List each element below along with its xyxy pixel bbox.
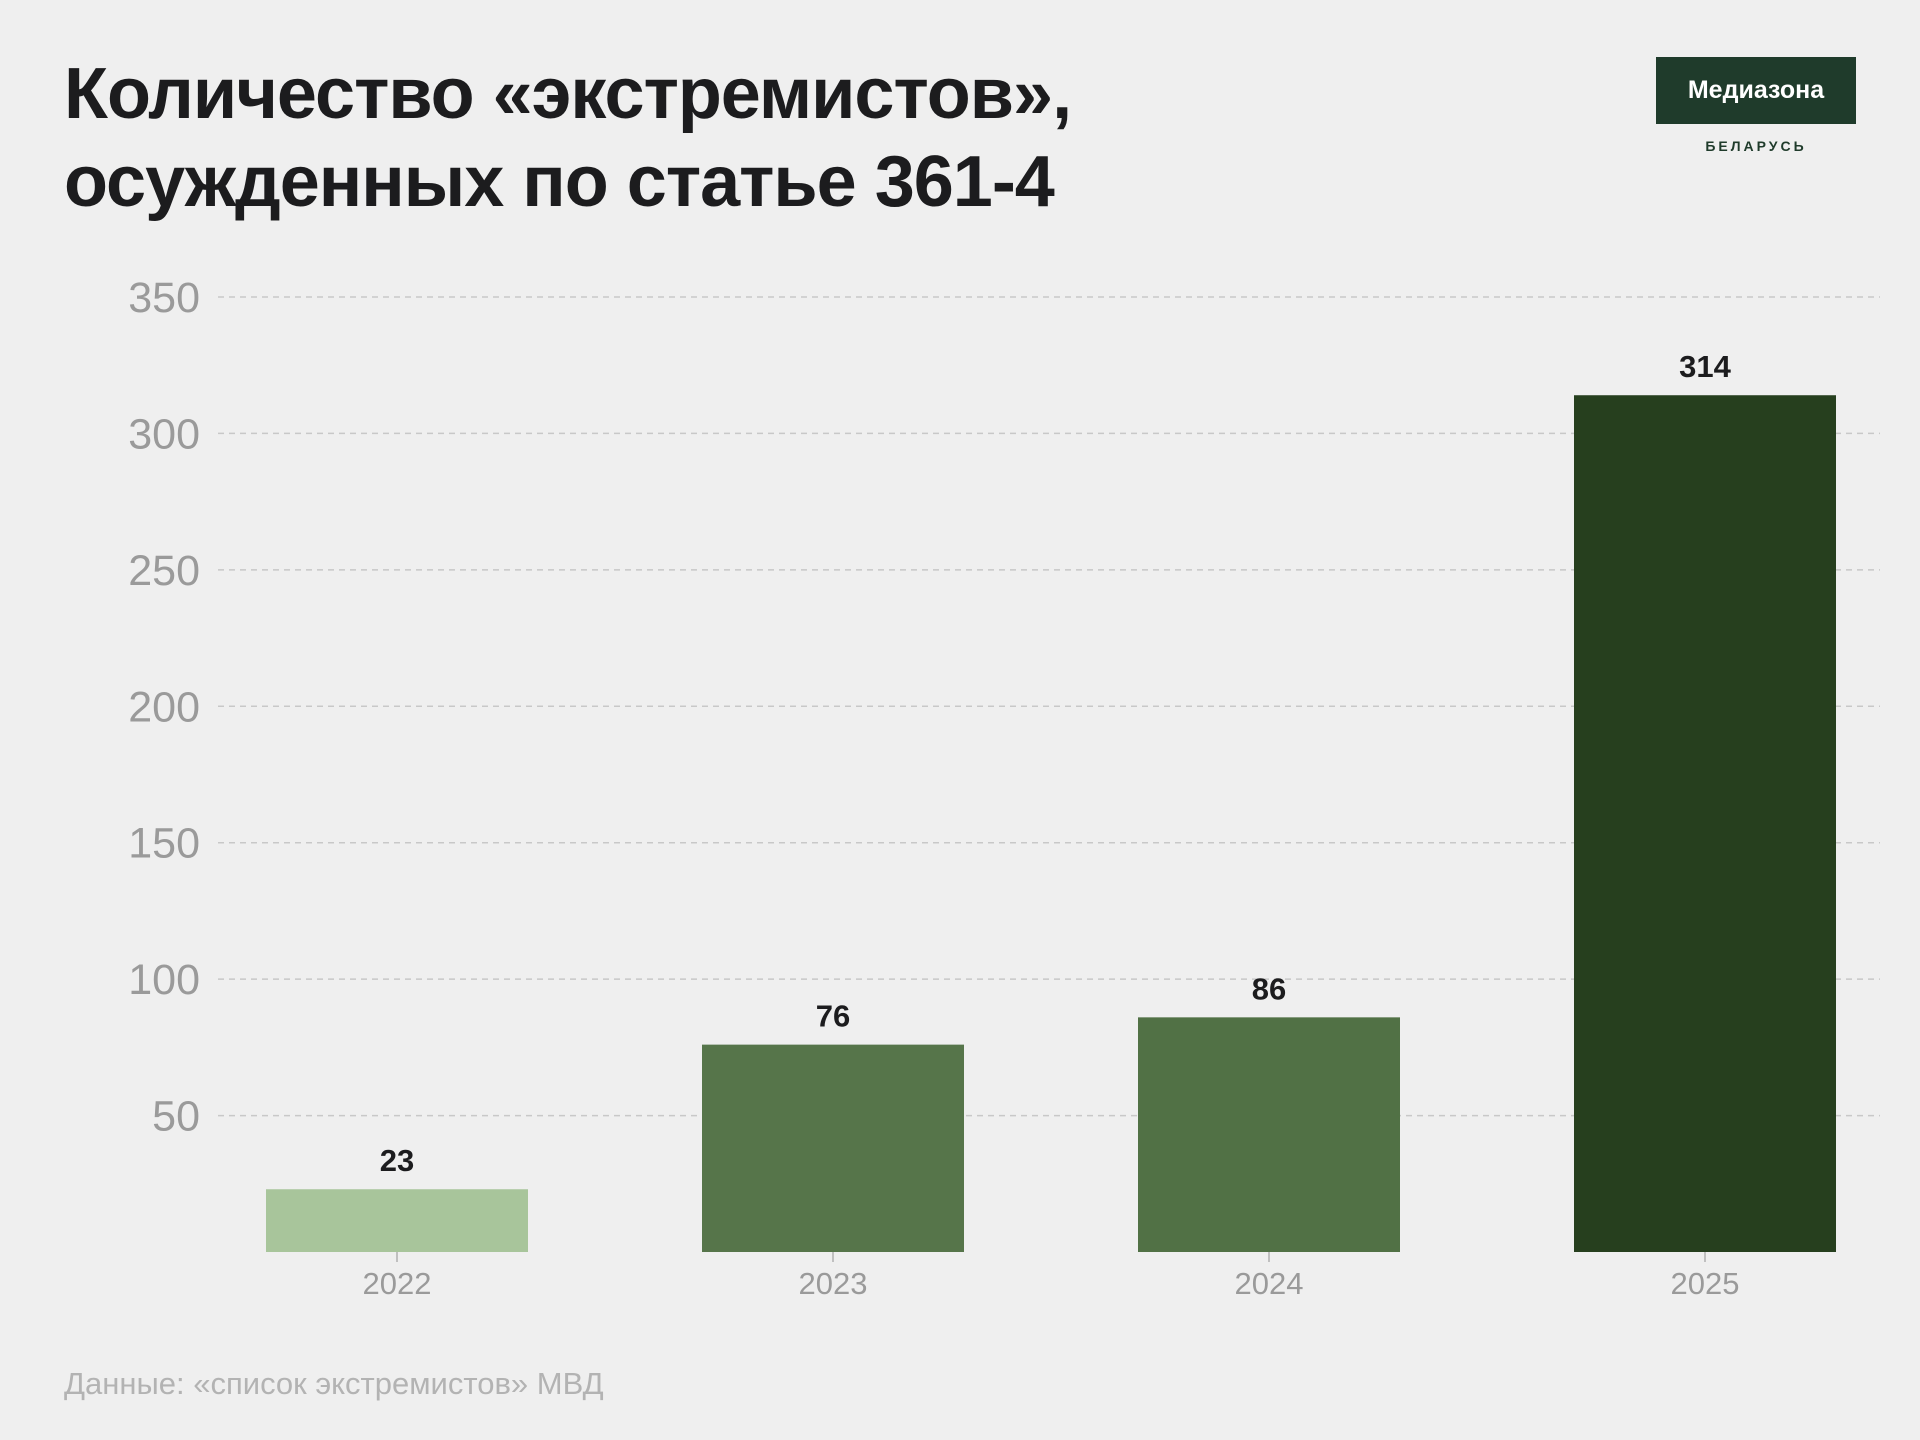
data-source-note: Данные: «список экстремистов» МВД (64, 1366, 604, 1401)
y-tick-label: 50 (152, 1093, 200, 1141)
x-tick-label: 2023 (799, 1266, 868, 1301)
chart-title-line-1: Количество «экстремистов», (64, 54, 1072, 134)
x-tick-label: 2022 (363, 1266, 432, 1301)
chart-title-line-2: осужденных по статье 361-4 (64, 142, 1055, 222)
data-label: 23 (380, 1143, 414, 1178)
mediazona-logo: Медиазона БЕЛАРУСЬ (1656, 57, 1856, 154)
x-tick-label: 2025 (1671, 1266, 1740, 1301)
bar (266, 1189, 528, 1252)
bar (1574, 395, 1836, 1252)
logo-wordmark: Медиазона (1656, 57, 1856, 124)
x-tick-label: 2024 (1235, 1266, 1304, 1301)
y-tick-label: 300 (128, 410, 200, 458)
logo-subtitle: БЕЛАРУСЬ (1705, 138, 1807, 154)
data-label: 86 (1252, 971, 1286, 1006)
data-label: 76 (816, 999, 850, 1034)
y-tick-label: 150 (128, 820, 200, 868)
y-tick-label: 200 (128, 683, 200, 731)
bar (1138, 1017, 1400, 1252)
y-tick-label: 100 (128, 956, 200, 1004)
bar (702, 1044, 964, 1252)
chart-title: Количество «экстремистов», осужденных по… (64, 50, 1072, 226)
y-tick-label: 350 (128, 274, 200, 322)
data-label: 314 (1679, 349, 1731, 384)
y-tick-label: 250 (128, 547, 200, 595)
